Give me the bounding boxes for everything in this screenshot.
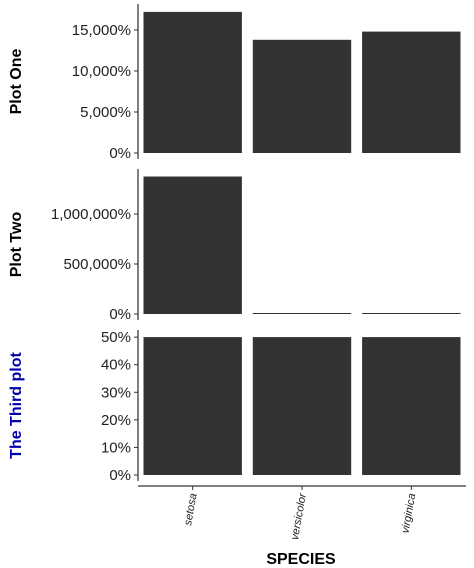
bar-versicolor — [252, 39, 352, 153]
x-tick-label-setosa: setosa — [182, 492, 199, 526]
y-tick-label: 20% — [101, 412, 131, 429]
bar-virginica — [362, 31, 461, 154]
bar-virginica — [362, 313, 461, 314]
y-axis-title: Plot One — [8, 49, 25, 115]
bar-virginica — [362, 337, 461, 475]
y-tick-label: 40% — [101, 357, 131, 374]
y-tick-label: 5,000% — [80, 104, 131, 121]
y-tick-label: 500,000% — [63, 256, 131, 273]
panel-3: 0% 10% 20% 30% 40% 50% The Third plot — [8, 329, 461, 484]
y-tick-label: 0% — [109, 306, 131, 323]
x-axis-title: SPECIES — [266, 551, 336, 568]
panel-2: 0% 500,000% 1,000,000% Plot Two — [8, 169, 461, 323]
y-tick-label: 10% — [101, 439, 131, 456]
bar-versicolor — [252, 313, 352, 314]
bar-setosa — [143, 176, 242, 314]
shared-x-axis: setosa versicolor virginica — [138, 485, 466, 541]
y-tick-label: 50% — [101, 329, 131, 346]
panel-1: 0% 5,000% 10,000% 15,000% Plot One — [8, 4, 461, 162]
x-tick-label-virginica: virginica — [399, 492, 418, 534]
y-axis-title: Plot Two — [8, 212, 25, 278]
y-tick-label: 0% — [109, 145, 131, 162]
bar-setosa — [143, 337, 242, 475]
y-tick-label: 10,000% — [72, 63, 131, 80]
chart-panels: 0% 5,000% 10,000% 15,000% Plot One 0% 500,000%… — [8, 4, 461, 484]
x-tick-label-versicolor: versicolor — [289, 491, 309, 541]
y-tick-label: 0% — [109, 467, 131, 484]
bar-setosa — [143, 11, 242, 154]
bar-versicolor — [252, 337, 352, 475]
y-axis-title: The Third plot — [8, 352, 25, 459]
y-tick-label: 1,000,000% — [51, 206, 131, 223]
y-tick-label: 30% — [101, 384, 131, 401]
y-tick-label: 15,000% — [72, 22, 131, 39]
